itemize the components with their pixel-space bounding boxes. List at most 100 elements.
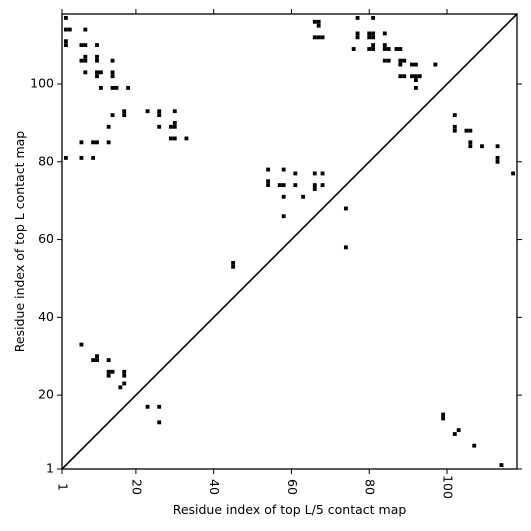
contact-cell-upper: [293, 171, 298, 176]
contact-cell-upper: [79, 155, 84, 160]
contact-cell-upper: [172, 120, 177, 125]
contact-cell-upper: [122, 113, 127, 118]
contact-cell-upper: [63, 27, 68, 32]
contact-cell-upper: [281, 214, 286, 219]
contact-cell-upper: [172, 136, 177, 141]
contact-cell-upper: [301, 194, 306, 199]
contact-cell-upper: [91, 140, 96, 145]
contact-cell-upper: [95, 43, 99, 48]
contact-cell-upper: [398, 47, 403, 51]
contact-cell-upper: [511, 171, 516, 176]
contact-cell-upper: [320, 183, 325, 188]
contact-cell-upper: [83, 58, 88, 63]
contact-cell-upper: [83, 54, 88, 59]
contact-cell-upper: [402, 74, 407, 79]
contact-cell-upper: [355, 31, 360, 36]
contact-cell-upper: [83, 43, 88, 48]
x-tick-label: 1: [56, 483, 71, 491]
diagonal-line: [61, 13, 518, 470]
contact-cell-upper: [63, 43, 68, 48]
y-tick-label: 1: [46, 461, 54, 476]
contact-cell-upper: [293, 183, 298, 188]
contact-cell-upper: [277, 183, 282, 188]
contact-cell-upper: [126, 85, 131, 90]
contact-cell-lower: [441, 412, 446, 417]
contact-cell-upper: [95, 58, 99, 63]
contact-cell-lower: [499, 463, 504, 468]
contact-cell-lower: [95, 358, 99, 363]
contact-cell-upper: [91, 155, 96, 160]
contact-cell-upper: [320, 35, 325, 40]
contact-cell-upper: [316, 35, 321, 40]
contact-cell-upper: [464, 128, 469, 133]
contact-cell-upper: [95, 140, 99, 145]
contact-cell-upper: [382, 58, 387, 63]
contact-cell-upper: [63, 39, 68, 44]
contact-cell-upper: [413, 85, 418, 90]
contact-cell-upper: [351, 47, 356, 51]
contact-cell-upper: [452, 128, 457, 133]
contact-cell-upper: [110, 74, 115, 79]
contact-cell-lower: [452, 432, 457, 436]
contact-cell-upper: [312, 171, 317, 176]
y-tick-label: 100: [30, 76, 54, 91]
contact-cell-upper: [398, 62, 403, 67]
contact-cell-upper: [410, 74, 414, 79]
contact-cell-upper: [266, 179, 271, 184]
contact-cell-upper: [266, 183, 271, 188]
frame-layer: [61, 13, 518, 470]
contact-cell-upper: [168, 136, 173, 141]
contact-cell-lower: [106, 369, 111, 374]
contact-cell-upper: [468, 140, 473, 145]
contact-cell-upper: [63, 15, 68, 20]
contact-cell-lower: [231, 264, 236, 269]
contact-cell-upper: [122, 109, 127, 114]
contact-cell-lower: [110, 369, 115, 374]
contact-cell-upper: [386, 47, 391, 51]
contact-cell-upper: [106, 140, 111, 145]
contact-cell-upper: [312, 187, 317, 191]
y-tick-label: 60: [38, 231, 54, 246]
contact-cell-upper: [382, 43, 387, 48]
contact-cell-upper: [95, 74, 99, 79]
contact-cell-lower: [122, 381, 127, 386]
contact-cell-upper: [367, 47, 372, 51]
contact-cell-upper: [495, 159, 500, 164]
x-axis-title: Residue index of top L/5 contact map: [173, 502, 407, 517]
contacts-layer: [63, 15, 516, 468]
contact-cell-upper: [168, 124, 173, 129]
contact-cell-lower: [157, 404, 162, 409]
contact-cell-upper: [172, 109, 177, 114]
contact-cell-upper: [312, 35, 317, 40]
contact-cell-upper: [452, 124, 457, 129]
x-tick-label: 80: [363, 479, 378, 495]
contact-cell-upper: [312, 19, 317, 24]
y-tick-label: 40: [38, 309, 54, 324]
contact-cell-lower: [343, 245, 348, 250]
contact-cell-upper: [417, 74, 422, 79]
contact-cell-upper: [433, 62, 438, 67]
contact-cell-upper: [452, 113, 457, 118]
contact-cell-upper: [394, 47, 399, 51]
contact-cell-upper: [67, 27, 72, 32]
contact-cell-lower: [441, 416, 446, 421]
contact-cell-upper: [110, 113, 115, 118]
contact-cell-upper: [367, 31, 372, 36]
contact-cell-upper: [79, 43, 84, 48]
contact-cell-lower: [91, 358, 96, 363]
contact-cell-lower: [95, 354, 99, 359]
contact-cell-upper: [382, 31, 387, 36]
contact-cell-upper: [281, 167, 286, 172]
contact-cell-upper: [98, 85, 103, 90]
contact-cell-upper: [110, 85, 115, 90]
contact-cell-upper: [316, 19, 321, 24]
contact-cell-upper: [495, 144, 500, 149]
contact-cell-upper: [157, 109, 162, 114]
contact-cell-lower: [118, 385, 123, 390]
contact-cell-upper: [172, 124, 177, 129]
contact-cell-upper: [410, 62, 414, 67]
contact-cell-upper: [145, 109, 150, 114]
